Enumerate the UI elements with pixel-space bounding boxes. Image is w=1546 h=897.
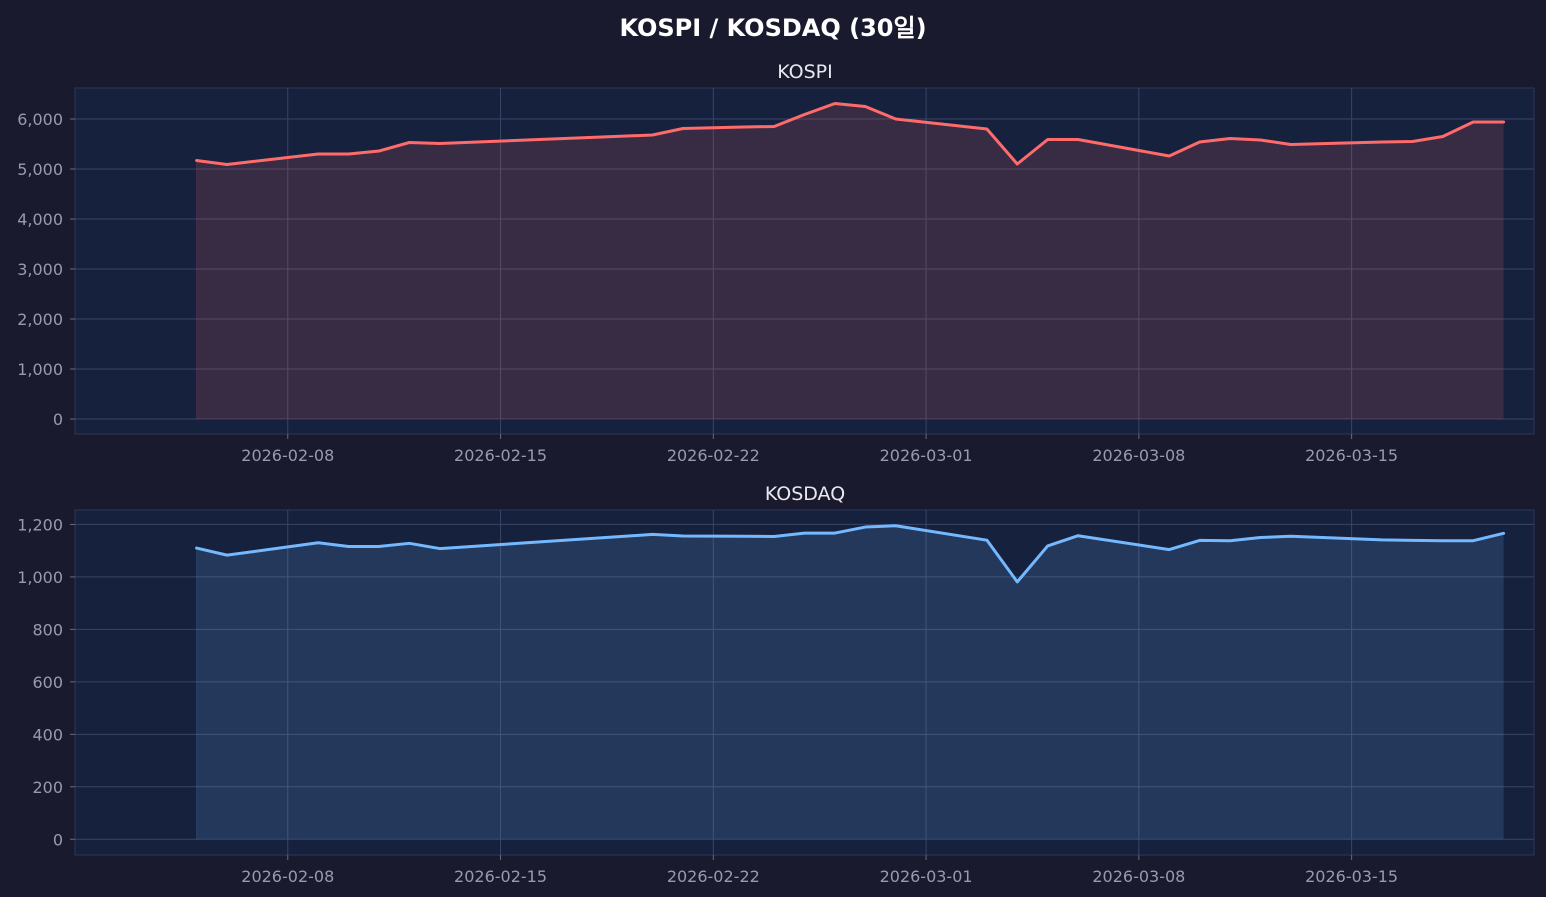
kospi-data-point — [225, 163, 229, 167]
kosdaq-data-point — [1289, 534, 1293, 538]
kospi-data-point — [1046, 138, 1050, 142]
kospi-chart-title: KOSPI — [777, 61, 833, 83]
kospi-y-tick-label: 2,000 — [17, 310, 63, 329]
kosdaq-y-tick-label: 800 — [32, 620, 63, 639]
kosdaq-data-point — [985, 538, 989, 542]
kospi-y-tick-label: 6,000 — [17, 110, 63, 129]
kosdaq-data-point — [742, 534, 746, 538]
kosdaq-y-tick-label: 1,000 — [17, 568, 63, 587]
kospi-data-point — [742, 125, 746, 129]
kosdaq-data-point — [863, 525, 867, 529]
kosdaq-data-point — [407, 541, 411, 545]
kosdaq-data-point — [347, 544, 351, 548]
kosdaq-data-point — [1471, 539, 1475, 543]
kospi-data-point — [347, 152, 351, 156]
kospi-y-tick-label: 5,000 — [17, 160, 63, 179]
kospi-data-point — [833, 102, 837, 106]
kospi-data-point — [1258, 138, 1262, 142]
kospi-data-point — [1380, 140, 1384, 144]
kospi-data-point — [772, 125, 776, 129]
kospi-data-point — [1228, 137, 1232, 141]
kospi-data-point — [1289, 143, 1293, 147]
kospi-data-point — [1441, 135, 1445, 139]
kosdaq-data-point — [1076, 534, 1080, 538]
kosdaq-data-point — [1228, 539, 1232, 543]
figure-title: KOSPI / KOSDAQ (30일) — [619, 14, 927, 42]
kosdaq-x-tick-label: 2026-03-08 — [1092, 867, 1185, 886]
kosdaq-data-point — [1410, 538, 1414, 542]
kosdaq-x-tick-label: 2026-02-08 — [241, 867, 334, 886]
kosdaq-y-tick-label: 400 — [32, 725, 63, 744]
kospi-data-point — [1410, 140, 1414, 144]
kospi-y-tick-label: 0 — [53, 410, 63, 429]
kosdaq-data-point — [833, 531, 837, 535]
kospi-data-point — [803, 113, 807, 117]
kosdaq-data-point — [1258, 536, 1262, 540]
kospi-data-point — [1471, 120, 1475, 124]
kospi-data-point — [863, 105, 867, 109]
kosdaq-data-point — [1198, 538, 1202, 542]
kosdaq-area-fill — [196, 525, 1504, 840]
kospi-data-point — [377, 149, 381, 153]
kospi-x-tick-label: 2026-03-15 — [1305, 446, 1398, 465]
kosdaq-y-tick-label: 600 — [32, 673, 63, 692]
kosdaq-data-point — [1015, 580, 1019, 584]
kospi-y-tick-label: 1,000 — [17, 360, 63, 379]
kospi-y-tick-label: 3,000 — [17, 260, 63, 279]
kosdaq-data-point — [225, 553, 229, 557]
kospi-x-tick-label: 2026-03-08 — [1092, 446, 1185, 465]
kospi-data-point — [1198, 140, 1202, 144]
kospi-data-point — [1502, 120, 1506, 124]
kosdaq-data-point — [438, 547, 442, 551]
kosdaq-data-point — [377, 544, 381, 548]
kospi-data-point — [894, 117, 898, 121]
kosdaq-data-point — [1167, 548, 1171, 552]
kospi-data-point — [1076, 138, 1080, 142]
kosdaq-x-tick-label: 2026-02-22 — [667, 867, 760, 886]
kospi-data-point — [1167, 154, 1171, 158]
kospi-data-point — [316, 152, 320, 156]
kosdaq-panel: 0 200 400 600 800 1,000 1,200 2026-02-08 2026-02… — [17, 483, 1535, 886]
kosdaq-x-tick-label: 2026-03-15 — [1305, 867, 1398, 886]
kosdaq-data-point — [681, 534, 685, 538]
kosdaq-data-point — [772, 535, 776, 539]
kosdaq-x-tick-label: 2026-03-01 — [880, 867, 973, 886]
kospi-x-tick-label: 2026-03-01 — [880, 446, 973, 465]
kosdaq-data-point — [1502, 531, 1506, 535]
kospi-series-line — [195, 102, 1506, 166]
kosdaq-y-tick-label: 0 — [53, 830, 63, 849]
kospi-data-point — [195, 159, 199, 163]
kosdaq-y-tick-label: 1,200 — [17, 515, 63, 534]
kosdaq-x-tick-label: 2026-02-15 — [454, 867, 547, 886]
kospi-data-point — [1015, 162, 1019, 166]
kospi-x-tick-label: 2026-02-15 — [454, 446, 547, 465]
kospi-y-tick-label: 4,000 — [17, 210, 63, 229]
kospi-data-point — [407, 141, 411, 145]
kosdaq-data-point — [1046, 544, 1050, 548]
kospi-data-point — [651, 133, 655, 137]
kosdaq-data-point — [316, 541, 320, 545]
kospi-panel: 0 1,000 2,000 3,000 4,000 5,000 6,000 2026-02-0… — [17, 61, 1535, 465]
kosdaq-data-point — [195, 546, 199, 550]
kospi-x-tick-label: 2026-02-22 — [667, 446, 760, 465]
kospi-data-point — [985, 127, 989, 131]
kosdaq-data-point — [803, 531, 807, 535]
kospi-data-point — [681, 127, 685, 131]
kosdaq-plot-area — [74, 509, 1535, 856]
kospi-data-point — [438, 142, 442, 146]
kosdaq-data-point — [1441, 539, 1445, 543]
kosdaq-data-point — [894, 524, 898, 528]
kosdaq-series-line — [195, 524, 1506, 584]
kospi-x-tick-label: 2026-02-08 — [241, 446, 334, 465]
kosdaq-data-point — [651, 532, 655, 536]
kosdaq-data-point — [1380, 538, 1384, 542]
kosdaq-chart-title: KOSDAQ — [765, 483, 845, 505]
kospi-area-fill — [196, 103, 1504, 419]
kosdaq-y-tick-label: 200 — [32, 778, 63, 797]
